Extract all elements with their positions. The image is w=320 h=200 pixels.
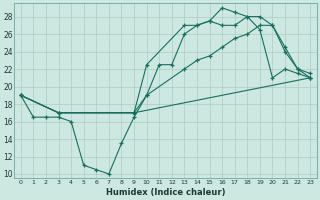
X-axis label: Humidex (Indice chaleur): Humidex (Indice chaleur) [106,188,225,197]
